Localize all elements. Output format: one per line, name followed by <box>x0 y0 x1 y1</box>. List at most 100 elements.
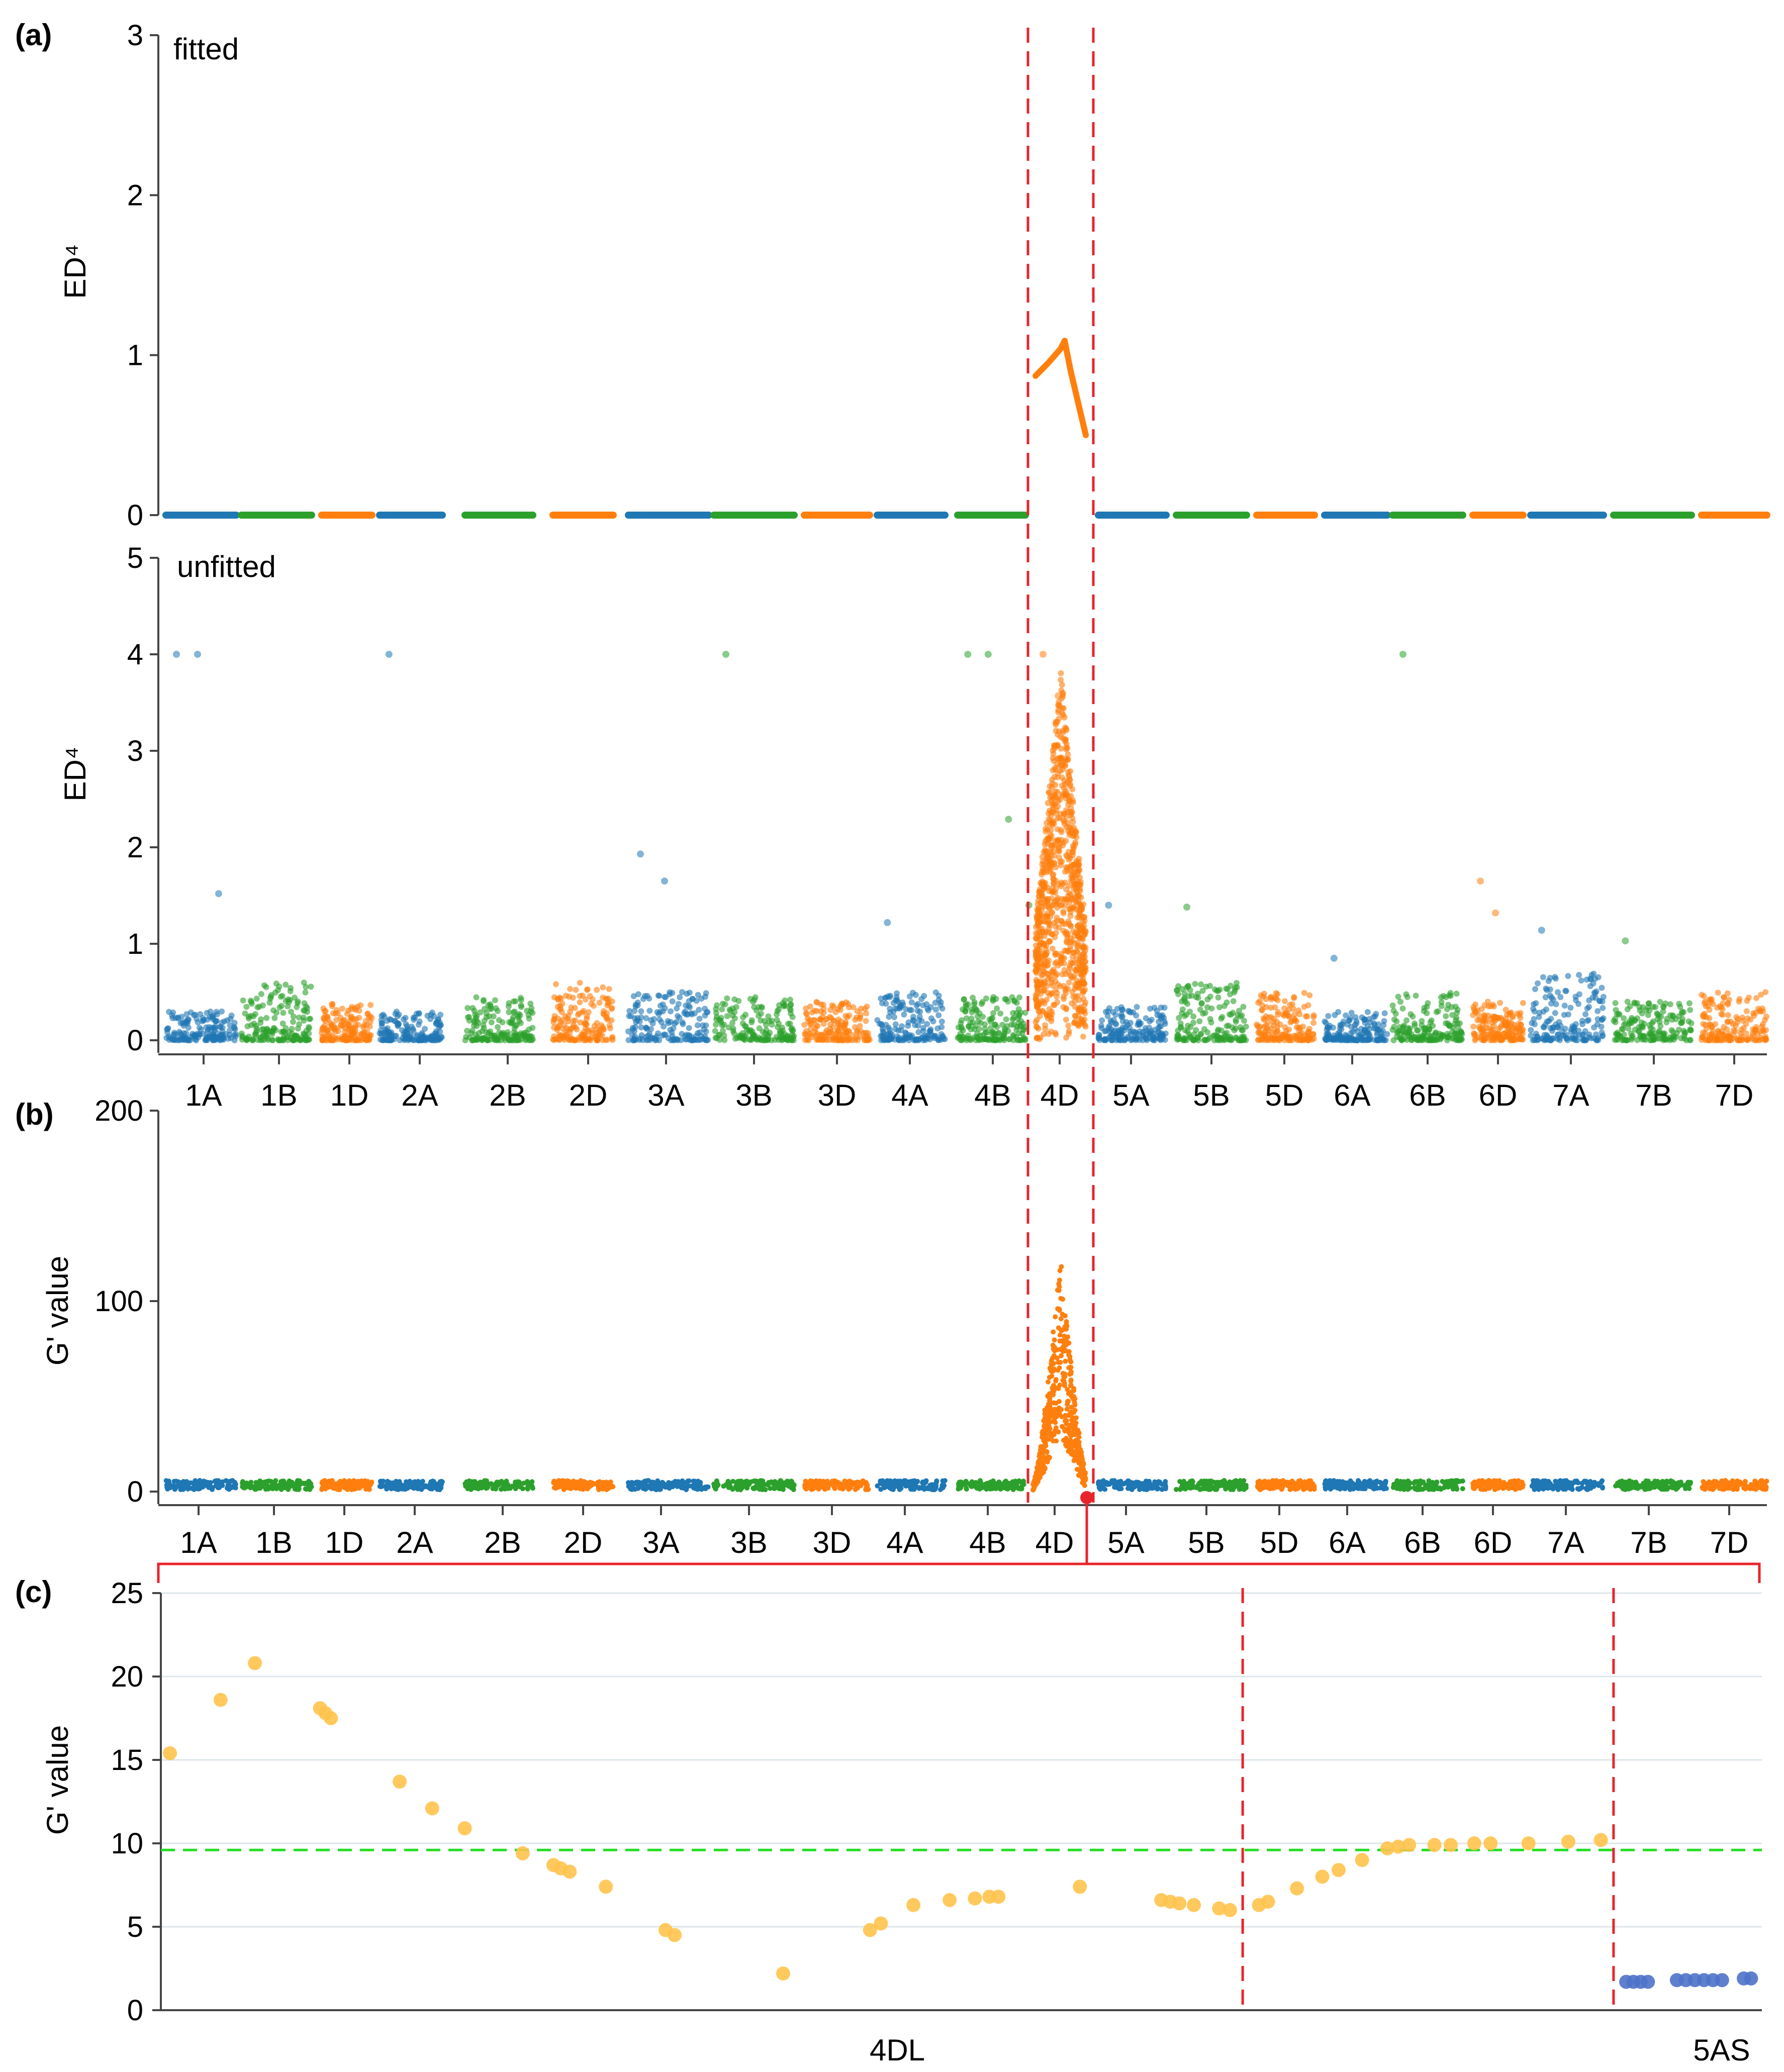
unfitted-point <box>1403 1037 1410 1043</box>
unfitted-point <box>1373 1011 1379 1017</box>
unfitted-point <box>550 1017 557 1023</box>
unfitted-point <box>631 1008 638 1014</box>
gprime-points-1A <box>163 1478 238 1492</box>
unfitted-point <box>219 1019 225 1026</box>
unfitted-point <box>494 1008 501 1014</box>
unfitted-point <box>850 1004 857 1011</box>
unfitted-point <box>1183 984 1190 991</box>
unfitted-point <box>1060 842 1066 849</box>
unfitted-point <box>402 1028 408 1035</box>
unfitted-chr-label-6B: 6B <box>1409 1078 1446 1112</box>
unfitted-point <box>469 1027 476 1034</box>
unfitted-point <box>1344 1037 1351 1043</box>
unfitted-point <box>572 1005 578 1011</box>
unfitted-point <box>1229 1024 1236 1031</box>
unfitted-point <box>1076 1006 1082 1012</box>
unfitted-point <box>1380 1022 1387 1028</box>
unfitted-point <box>1158 1034 1164 1040</box>
unfitted-point <box>557 1003 564 1009</box>
unfitted-point <box>1732 1028 1739 1034</box>
unfitted-point <box>1507 1037 1514 1043</box>
unfitted-point <box>899 1023 905 1030</box>
unfitted-outlier <box>661 877 668 885</box>
unfitted-point <box>577 999 583 1006</box>
unfitted-chr-label-4A: 4A <box>891 1078 928 1112</box>
unfitted-point <box>1719 1012 1726 1018</box>
unfitted-point <box>1046 836 1052 842</box>
unfitted-point <box>804 1035 810 1041</box>
unfitted-point <box>932 1007 939 1013</box>
unfitted-outlier <box>1105 902 1112 909</box>
unfitted-point <box>1700 1021 1707 1027</box>
unfitted-point <box>988 1030 995 1036</box>
unfitted-point <box>774 1017 780 1023</box>
unfitted-point <box>1509 1014 1516 1021</box>
unfitted-point <box>675 1013 681 1019</box>
unfitted-point <box>253 996 260 1002</box>
gprime-point <box>354 1485 360 1491</box>
unfitted-point <box>1616 1012 1623 1018</box>
unfitted-point <box>379 1031 385 1038</box>
unfitted-point <box>1055 770 1061 777</box>
unfitted-point <box>1718 1037 1724 1043</box>
unfitted-outlier <box>984 651 992 658</box>
unfitted-point <box>626 1013 632 1019</box>
unfitted-point <box>1732 1022 1739 1029</box>
unfitted-outlier <box>385 651 393 658</box>
unfitted-point <box>1494 1015 1500 1022</box>
unfitted-point <box>347 1036 354 1042</box>
unfitted-point <box>490 1013 497 1020</box>
unfitted-point <box>358 1037 364 1043</box>
unfitted-point <box>1034 978 1041 985</box>
unfitted-point <box>1070 852 1076 858</box>
unfitted-point <box>1073 829 1079 835</box>
unfitted-point <box>1179 1010 1185 1017</box>
unfitted-point <box>1050 876 1057 882</box>
unfitted-point <box>1639 1024 1646 1031</box>
unfitted-point <box>322 1008 329 1014</box>
unfitted-point <box>1046 1006 1053 1012</box>
unfitted-point <box>1686 1000 1693 1007</box>
unfitted-point <box>1216 1004 1223 1011</box>
unfitted-point <box>1174 1036 1181 1043</box>
unfitted-point <box>1037 941 1043 947</box>
unfitted-point <box>1064 809 1071 815</box>
unfitted-point <box>724 1013 730 1019</box>
unfitted-point <box>643 1015 649 1021</box>
unfitted-point <box>668 1008 674 1015</box>
unfitted-point <box>1676 1013 1682 1020</box>
unfitted-point <box>219 1028 226 1035</box>
unfitted-chr-label-5B: 5B <box>1193 1078 1230 1112</box>
unfitted-point <box>243 1036 250 1043</box>
unfitted-point <box>701 1026 707 1033</box>
unfitted-point <box>1474 1017 1481 1024</box>
unfitted-point <box>686 1025 692 1031</box>
unfitted-point <box>1540 974 1546 980</box>
unfitted-point <box>656 993 663 999</box>
unfitted-point <box>295 998 301 1005</box>
unfitted-point <box>1082 966 1088 972</box>
unfitted-point <box>748 1017 755 1024</box>
unfitted-point <box>269 1031 275 1037</box>
unfitted-point <box>594 1037 601 1043</box>
unfitted-point <box>1071 844 1077 851</box>
unfitted-point <box>577 979 583 986</box>
unfitted-point <box>1046 939 1053 945</box>
unfitted-point <box>1433 1009 1440 1015</box>
unfitted-chr-label-2B: 2B <box>489 1078 526 1112</box>
fitted-y-tick-label: 2 <box>127 179 143 212</box>
unfitted-points-3B <box>712 651 797 1043</box>
unfitted-point <box>935 993 942 999</box>
unfitted-point <box>1072 839 1079 845</box>
unfitted-point <box>632 1024 638 1030</box>
unfitted-point <box>1552 975 1559 982</box>
unfitted-point <box>1065 930 1071 937</box>
gprime-point <box>307 1485 312 1491</box>
unfitted-point <box>348 1006 354 1013</box>
unfitted-point <box>584 1016 590 1022</box>
unfitted-point <box>1758 992 1764 998</box>
unfitted-point <box>496 1017 502 1023</box>
unfitted-point <box>191 1031 198 1038</box>
unfitted-point <box>1043 951 1050 958</box>
